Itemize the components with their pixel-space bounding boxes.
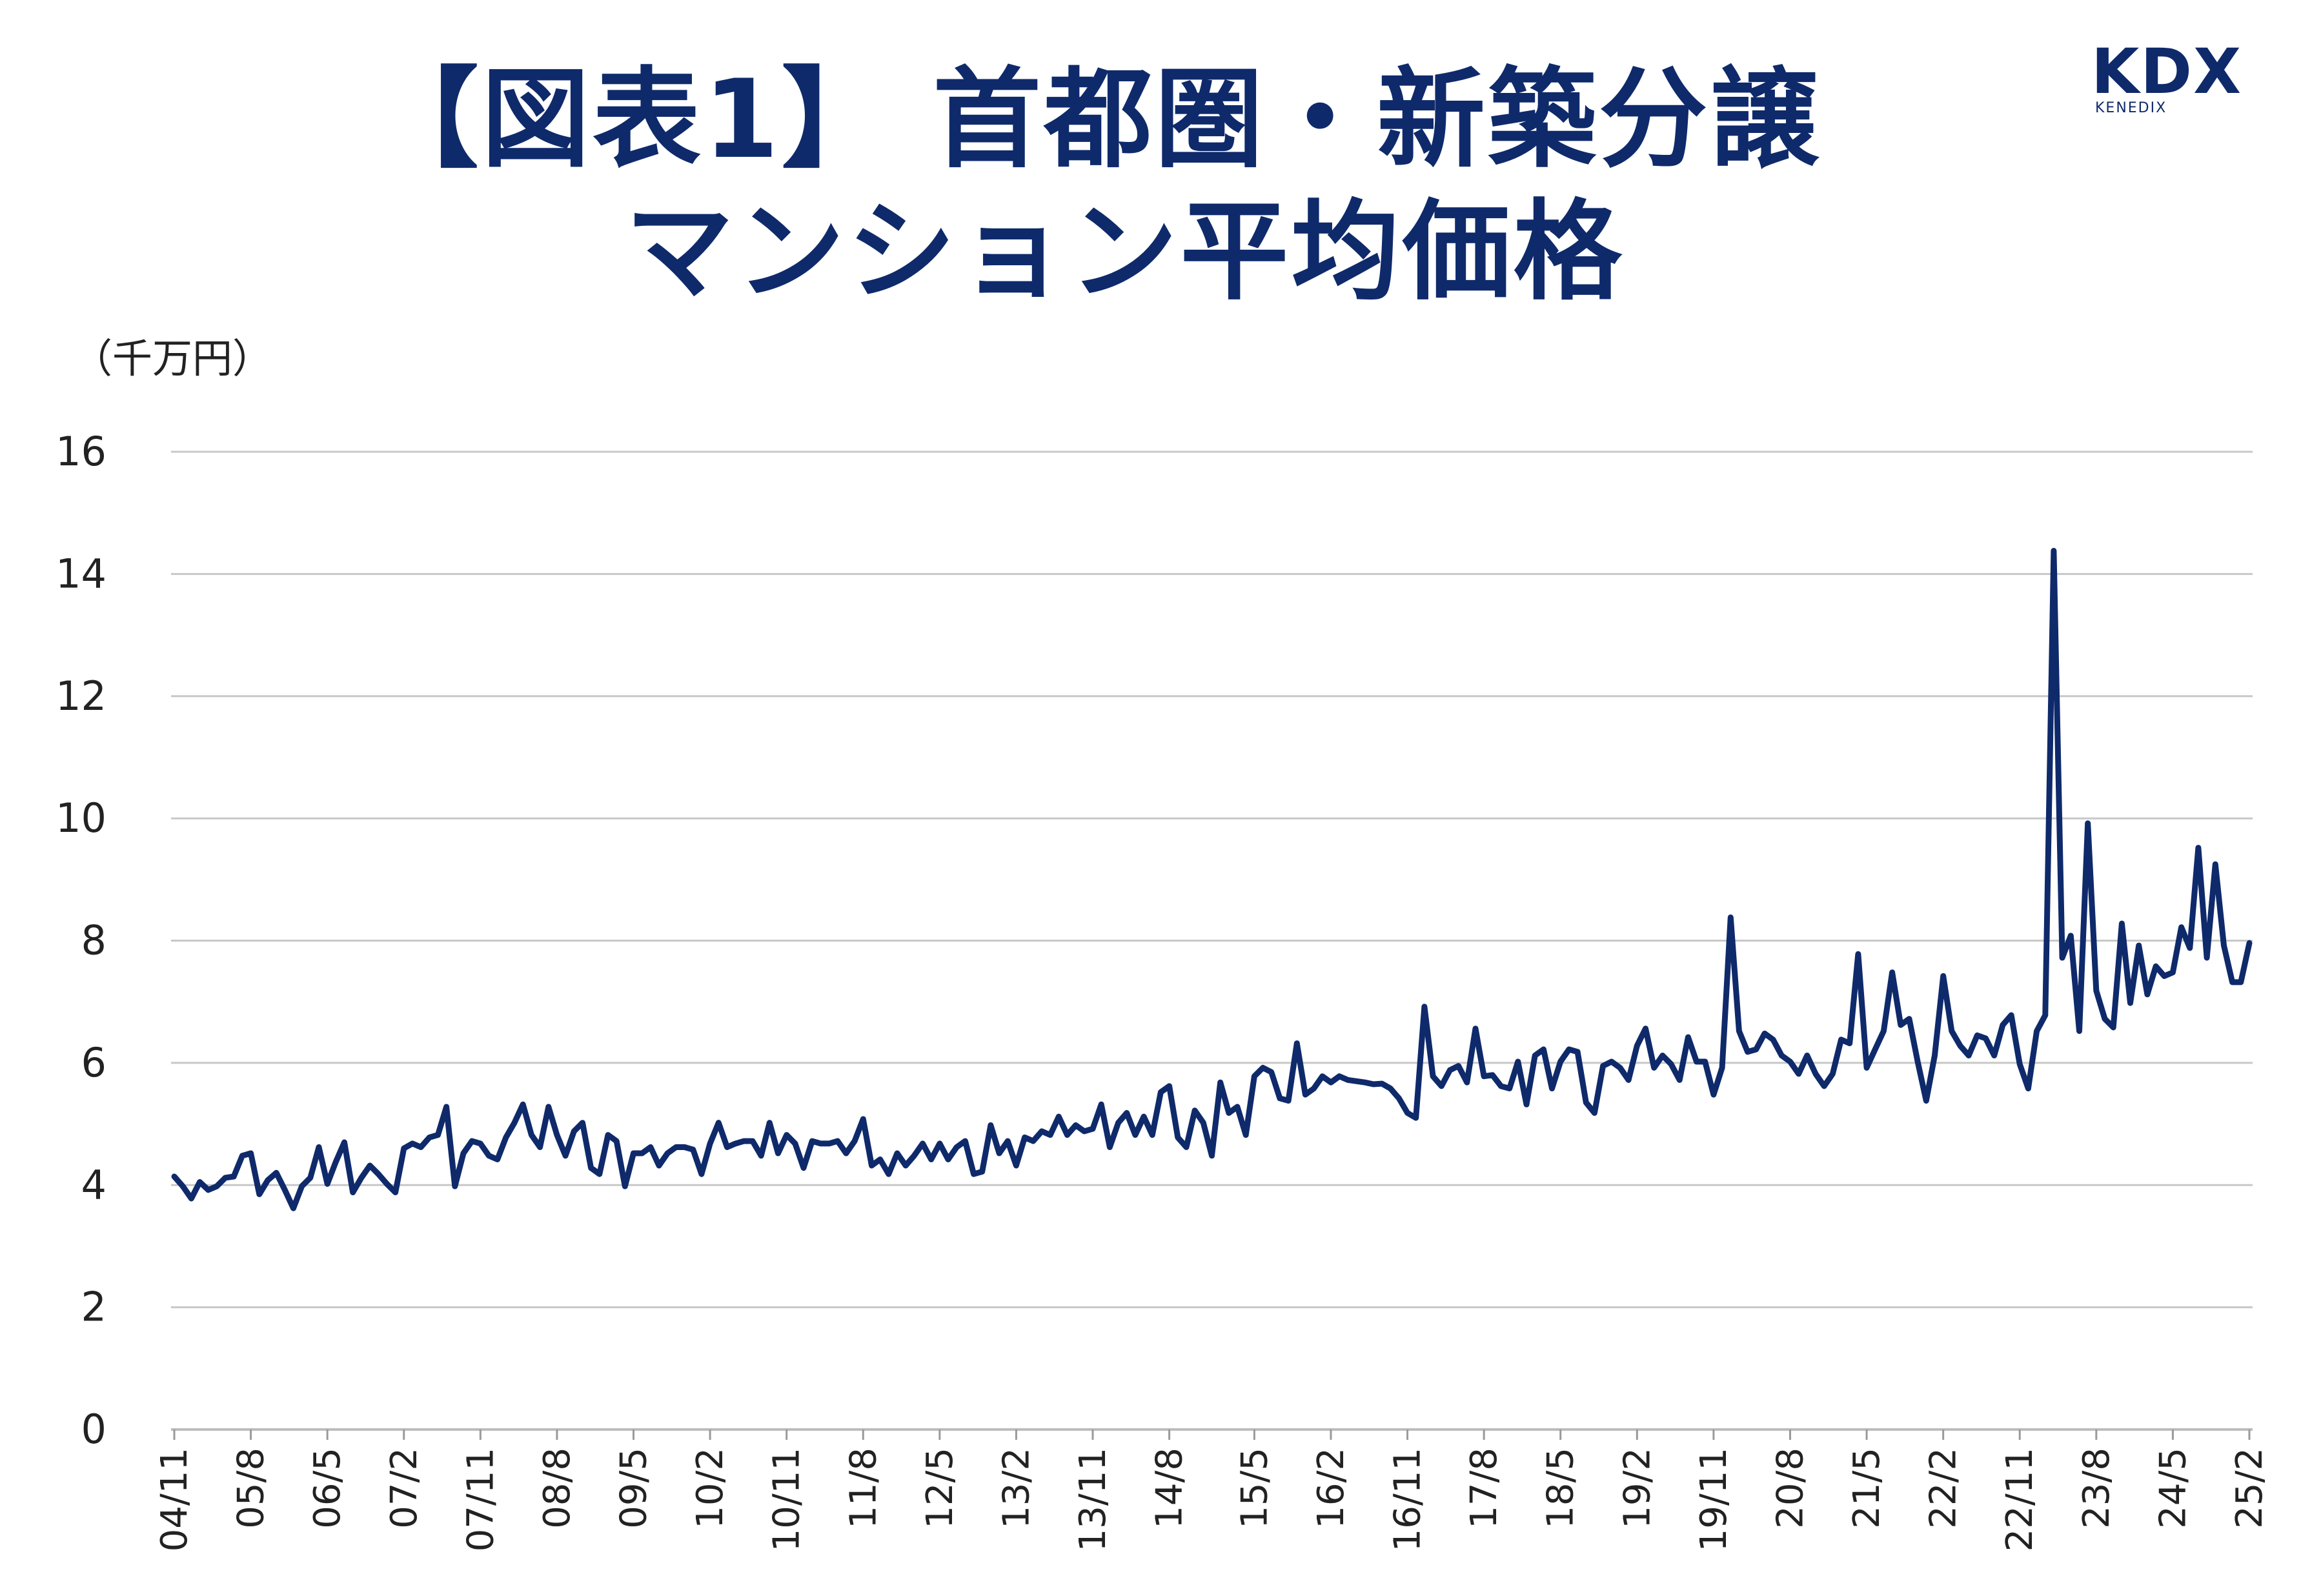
y-axis-ticks: 0 2 4 6 8 10 12 14 16: [56, 428, 106, 1453]
x-tick-label: 04/11: [154, 1448, 196, 1551]
x-tick-label: 10/11: [766, 1448, 808, 1551]
chart-title-line1: 【図表1】 首都圏・新築分譲: [370, 56, 1821, 183]
y-tick-label: 2: [81, 1284, 106, 1331]
x-tick-label: 21/5: [1846, 1448, 1888, 1529]
x-tick-label: 18/5: [1540, 1448, 1582, 1529]
x-tick-label: 15/5: [1233, 1448, 1275, 1529]
x-tick-label: 14/8: [1149, 1448, 1191, 1529]
y-axis-unit-label: （千万円）: [72, 335, 273, 382]
y-tick-label: 12: [56, 672, 106, 720]
x-tick-label: 16/2: [1310, 1448, 1352, 1529]
y-tick-label: 14: [56, 550, 106, 597]
x-tick-label: 25/2: [2229, 1448, 2271, 1529]
x-tick-label: 10/2: [689, 1448, 731, 1529]
x-axis-ticks: 04/11 05/8 06/5 07/2 07/11 08/8 09/5 10/2 10/11 1…: [154, 1429, 2271, 1551]
x-tick-label: 13/2: [995, 1448, 1037, 1529]
x-tick-label: 06/5: [307, 1448, 349, 1529]
x-tick-label: 17/8: [1463, 1448, 1505, 1529]
x-tick-label: 22/2: [1923, 1448, 1965, 1529]
gridlines: [171, 450, 2253, 1309]
x-tick-label: 20/8: [1769, 1448, 1811, 1529]
logo-main-text: KDX: [2091, 35, 2243, 108]
y-tick-label: 10: [56, 794, 106, 842]
y-tick-label: 8: [81, 917, 106, 964]
x-tick-label: 12/5: [919, 1448, 961, 1529]
x-tick-label: 24/5: [2152, 1448, 2194, 1529]
y-tick-label: 16: [56, 428, 106, 475]
series-line-average-price: [171, 547, 2253, 1211]
x-tick-label: 16/11: [1387, 1448, 1429, 1551]
x-tick-label: 07/11: [460, 1448, 502, 1551]
x-tick-label: 07/2: [383, 1448, 425, 1529]
y-tick-label: 6: [81, 1039, 106, 1086]
y-tick-label: 0: [81, 1406, 106, 1453]
x-tick-label: 11/8: [842, 1448, 884, 1529]
x-tick-label: 08/8: [536, 1448, 578, 1529]
chart-title-line2: マンション平均価格: [625, 188, 1625, 315]
kdx-logo: KDX KENEDIX: [2091, 35, 2243, 116]
x-tick-label: 19/11: [1693, 1448, 1735, 1551]
x-tick-label: 23/8: [2076, 1448, 2118, 1529]
logo-sub-text: KENEDIX: [2095, 100, 2167, 116]
x-tick-label: 19/2: [1616, 1448, 1658, 1529]
x-tick-label: 09/5: [613, 1448, 655, 1529]
x-tick-label: 05/8: [230, 1448, 272, 1529]
series-group: [171, 547, 2253, 1211]
y-tick-label: 4: [81, 1161, 106, 1208]
x-tick-label: 13/11: [1072, 1448, 1114, 1551]
x-tick-label: 22/11: [1999, 1448, 2041, 1551]
